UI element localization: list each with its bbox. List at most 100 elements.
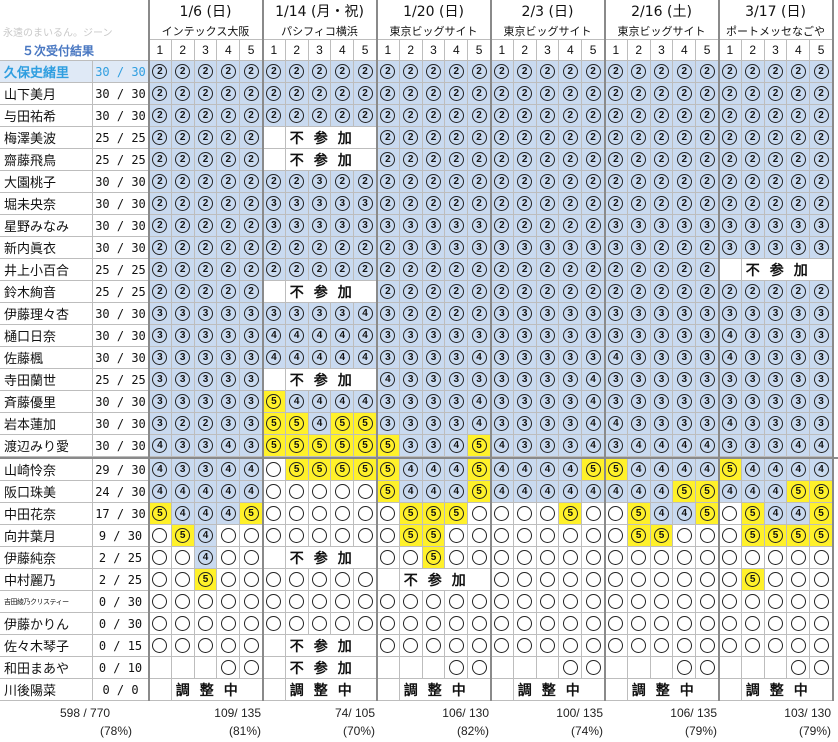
slot-cell: 2 [559, 83, 583, 105]
not-won-circle [471, 594, 487, 609]
slot-number: 3 [194, 40, 218, 61]
slot-cell: 3 [673, 369, 697, 391]
round-2-circle: 2 [813, 284, 829, 299]
slot-cell: 2 [217, 105, 241, 127]
round-4-circle: 4 [790, 462, 806, 477]
member-name: 山下美月 [0, 83, 93, 105]
event-total-pct: (82%) [456, 724, 489, 738]
slot-cell: 4 [263, 347, 286, 369]
round-2-circle: 2 [175, 196, 191, 211]
slot-cell: 3 [285, 303, 309, 325]
slot-cell: 2 [536, 61, 560, 83]
status-note: 調整中 [741, 679, 833, 701]
slot-cell: 4 [331, 391, 355, 413]
round-3-circle: 3 [653, 416, 669, 431]
round-2-circle: 2 [494, 130, 510, 145]
not-won-circle [790, 660, 806, 675]
round-4-circle: 4 [653, 506, 669, 521]
not-won-circle [517, 594, 533, 609]
member-score: 25 / 25 [93, 259, 149, 281]
not-won-circle [790, 550, 806, 565]
status-note: 不参加 [285, 149, 377, 171]
slot-cell: 4 [445, 481, 469, 503]
round-3-circle: 3 [699, 394, 715, 409]
slot-cell: 2 [354, 105, 377, 127]
slot-cell: 5 [263, 391, 286, 413]
slot-cell [308, 591, 332, 613]
round-4-circle: 4 [631, 438, 647, 453]
not-won-circle [289, 572, 305, 587]
round-2-circle: 2 [699, 240, 715, 255]
round-3-circle: 3 [631, 350, 647, 365]
round-4-circle: 4 [311, 350, 327, 365]
round-4-circle: 4 [813, 462, 829, 477]
slot-cell [217, 525, 241, 547]
not-won-circle [813, 550, 829, 565]
round-3-circle: 3 [517, 416, 533, 431]
round-3-circle: 3 [220, 350, 236, 365]
round-2-circle: 2 [311, 240, 327, 255]
slot-cell: 2 [217, 171, 241, 193]
status-note: 調整中 [399, 679, 491, 701]
round-4-circle: 4 [722, 416, 738, 431]
round-2-circle: 2 [494, 174, 510, 189]
not-won-circle [585, 594, 601, 609]
slot-cell: 4 [764, 503, 788, 525]
round-3-circle: 3 [243, 372, 259, 387]
round-2-circle: 2 [562, 152, 578, 167]
slot-cell: 3 [719, 215, 742, 237]
slot-cell: 2 [627, 193, 651, 215]
slot-cell: 3 [240, 347, 263, 369]
slot-cell [263, 481, 286, 503]
slot-cell: 4 [217, 459, 241, 481]
round-2-circle: 2 [380, 86, 396, 101]
slot-cell: 2 [673, 149, 697, 171]
slot-cell: 3 [217, 391, 241, 413]
round-2-circle: 2 [243, 218, 259, 233]
round-5-circle: 5 [403, 506, 419, 521]
slot-cell: 3 [627, 347, 651, 369]
member-name: 中村麗乃 [0, 569, 93, 591]
round-3-circle: 3 [608, 328, 624, 343]
slot-cell: 2 [422, 303, 446, 325]
round-2-circle: 2 [175, 416, 191, 431]
round-3-circle: 3 [722, 306, 738, 321]
slot-cell: 2 [491, 127, 514, 149]
round-4-circle: 4 [471, 394, 487, 409]
slot-cell: 2 [399, 193, 423, 215]
round-4-circle: 4 [631, 462, 647, 477]
round-2-circle: 2 [425, 130, 441, 145]
slot-cell [491, 525, 514, 547]
round-2-circle: 2 [471, 196, 487, 211]
slot-cell: 2 [650, 105, 674, 127]
round-3-circle: 3 [676, 372, 692, 387]
slot-cell [810, 635, 833, 657]
slot-cell: 3 [673, 303, 697, 325]
slot-cell [285, 503, 309, 525]
round-5-circle: 5 [175, 528, 191, 543]
round-4-circle: 4 [676, 462, 692, 477]
slot-cell: 2 [354, 61, 377, 83]
slot-cell: 5 [810, 481, 833, 503]
slot-cell [787, 569, 811, 591]
slot-cell: 5 [650, 525, 674, 547]
round-2-circle: 2 [175, 284, 191, 299]
round-3-circle: 3 [425, 218, 441, 233]
event-venue: ポートメッセなごや [719, 22, 833, 40]
slot-cell: 2 [422, 259, 446, 281]
round-3-circle: 3 [380, 350, 396, 365]
not-won-circle [585, 660, 601, 675]
slot-cell: 2 [468, 105, 491, 127]
slot-cell: 2 [377, 149, 400, 171]
slot-cell: 3 [308, 215, 332, 237]
slot-cell [650, 569, 674, 591]
round-2-circle: 2 [152, 218, 168, 233]
slot-cell: 3 [810, 303, 833, 325]
slot-cell: 3 [468, 215, 491, 237]
rank-split-line [0, 457, 838, 459]
round-3-circle: 3 [539, 372, 555, 387]
not-won-circle [380, 550, 396, 565]
round-4-circle: 4 [722, 484, 738, 499]
round-5-circle: 5 [334, 416, 350, 431]
round-5-circle: 5 [608, 462, 624, 477]
